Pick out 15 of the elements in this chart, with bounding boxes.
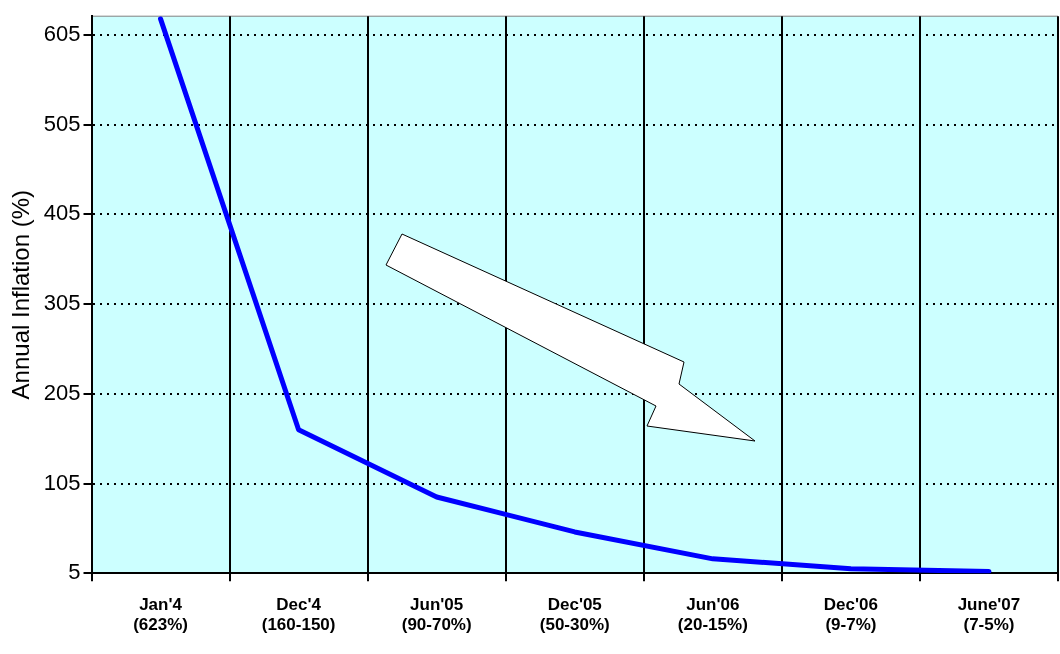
x-tick-label: Jun'06 (20-15%): [677, 595, 748, 635]
x-tick-label: Dec'05 (50-30%): [539, 595, 610, 635]
x-tick-label: Dec'4 (160-150): [261, 595, 336, 635]
y-tick-label: 405: [43, 200, 81, 226]
y-tick-label: 605: [43, 21, 81, 47]
x-tick-label: Jun'05 (90-70%): [401, 595, 472, 635]
y-tick-label: 205: [43, 379, 81, 405]
y-tick-label: 105: [43, 469, 81, 495]
x-tick-label: Jan'4 (623%): [133, 595, 188, 635]
y-tick-label: 505: [43, 110, 81, 136]
y-tick-label: 5: [68, 559, 81, 585]
x-tick-label: Dec'06 (9-7%): [823, 595, 878, 635]
y-axis-title: Annual Inflation (%): [7, 189, 35, 400]
x-tick-label: June'07 (7-5%): [957, 595, 1021, 635]
y-tick-label: 305: [43, 290, 81, 316]
